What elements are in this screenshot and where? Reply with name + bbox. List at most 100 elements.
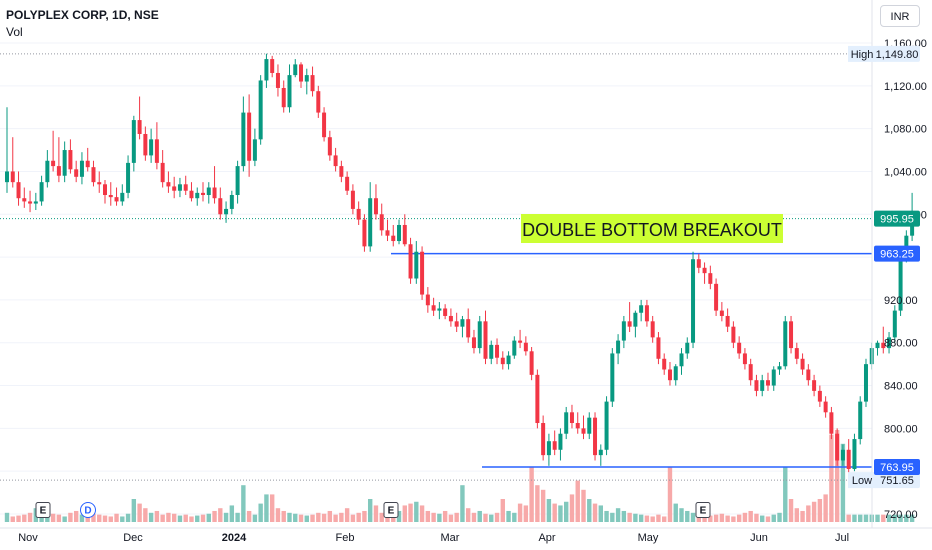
volume-bar [679, 508, 684, 522]
candle [103, 180, 108, 204]
candle [385, 219, 390, 242]
candle [16, 171, 21, 206]
candle [299, 62, 304, 88]
candle-body [823, 401, 828, 413]
volume-bar [610, 512, 615, 522]
candle [189, 182, 194, 202]
price-axis[interactable]: 720.00760.00800.00840.00880.00920.00960.… [0, 0, 932, 529]
candle [552, 430, 557, 456]
candle-body [667, 369, 672, 381]
volume-bar [189, 516, 194, 522]
candle-body [512, 340, 517, 356]
volume-bar [391, 515, 396, 522]
candle [823, 396, 828, 418]
volume-bar [166, 512, 171, 522]
volume-bar [489, 514, 494, 522]
candle-body [812, 380, 817, 391]
candle [662, 353, 667, 375]
candle-body [598, 449, 603, 456]
volume-bar [638, 514, 644, 522]
volume-bar [241, 485, 246, 522]
x-tick-label: May [638, 532, 659, 544]
candle-body [581, 428, 586, 434]
candle-body [120, 192, 125, 202]
candle [789, 315, 794, 354]
candle-body [362, 219, 367, 247]
volume-bar [858, 514, 863, 522]
candle [593, 412, 598, 461]
candle [28, 190, 33, 213]
candle-body [137, 120, 142, 134]
x-tick-label: Jul [835, 532, 849, 544]
volume-bar [402, 505, 407, 522]
volume-bars [4, 430, 915, 522]
candle [742, 348, 747, 370]
candle-body [760, 380, 765, 391]
marker-box [383, 502, 399, 518]
volume-bar [834, 430, 840, 522]
candle-body [16, 182, 21, 199]
volume-bar [102, 515, 108, 522]
candle [835, 428, 840, 466]
high-value: 1,149.80 [876, 49, 919, 61]
low-label: Low [852, 475, 872, 487]
time-axis[interactable]: Nov Dec 2024 Feb Mar Apr May Jun Jul [18, 532, 849, 544]
candle-body [800, 358, 805, 370]
volume-bar [108, 516, 113, 522]
candle [339, 160, 344, 183]
volume-bar [56, 514, 62, 522]
candle [5, 107, 9, 193]
candle [754, 374, 759, 397]
candle-body [414, 251, 419, 279]
candle [725, 308, 730, 333]
last-price-value-bg [874, 210, 920, 227]
volume-bar [68, 512, 73, 522]
volume-bar [171, 513, 177, 522]
candle [616, 334, 621, 365]
volume-bar [269, 494, 275, 522]
volume-bar [558, 505, 563, 522]
volume-bar [806, 505, 811, 522]
candle-body [241, 112, 246, 167]
candle [529, 347, 534, 381]
candle [218, 187, 223, 220]
volume-bar [431, 512, 436, 522]
marker-letter: E [40, 506, 47, 517]
candle-body [696, 259, 701, 268]
candle-body [564, 412, 569, 434]
volume-bar [546, 499, 552, 522]
candle [644, 299, 649, 327]
x-tick-label: 2024 [222, 532, 247, 544]
candle-body [402, 224, 407, 245]
candle [714, 278, 719, 316]
candle-body [575, 423, 580, 429]
candle [564, 406, 569, 440]
volume-bar [713, 514, 719, 522]
candle [22, 187, 27, 208]
candle-body [425, 294, 430, 306]
candle [719, 302, 724, 322]
volume-bar [223, 512, 229, 522]
candle [581, 415, 586, 440]
volume-bar [419, 505, 425, 522]
volume-bar [235, 512, 240, 522]
candle [679, 348, 684, 375]
volume-bar [131, 499, 137, 522]
candle-body [794, 348, 799, 359]
candle [68, 139, 73, 174]
candle [575, 412, 580, 434]
candle [489, 340, 494, 365]
candle-body [817, 390, 822, 402]
candle-body [131, 120, 136, 163]
resistance-value: 963.25 [880, 249, 914, 261]
candle [881, 326, 886, 354]
volume-bar [120, 516, 125, 522]
candle-body [316, 91, 321, 113]
candle-body [91, 167, 96, 183]
candle [425, 287, 430, 313]
volume-bar [748, 510, 753, 522]
volume-bar [909, 514, 915, 522]
currency-selector[interactable]: INR [880, 5, 920, 27]
candle-body [679, 353, 684, 367]
